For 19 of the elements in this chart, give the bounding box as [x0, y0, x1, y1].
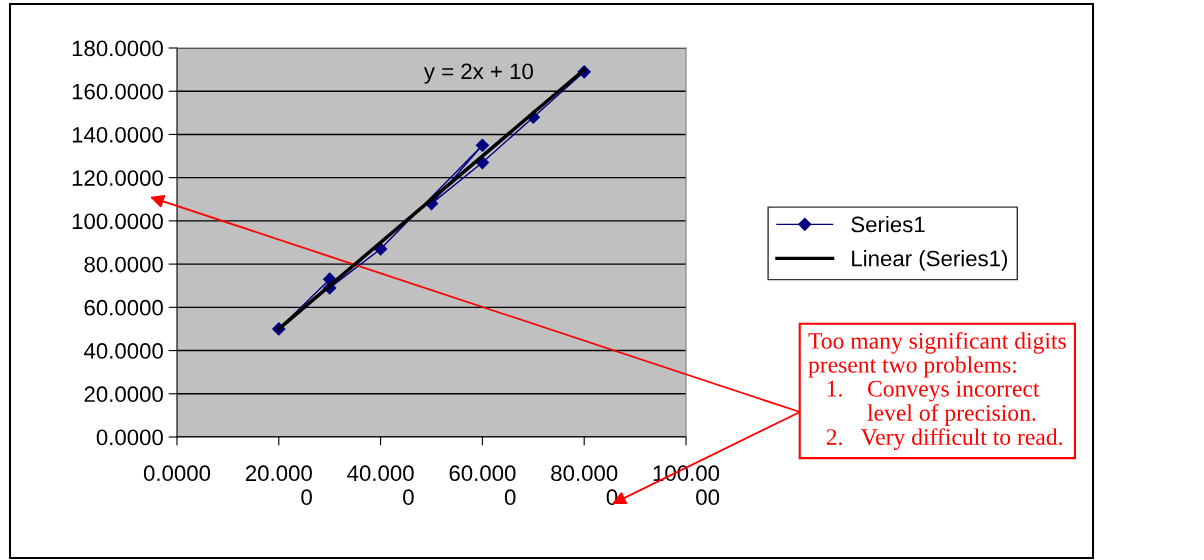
x-tick-label: 20.0000 [245, 465, 312, 506]
y-tick-label: 160.0000 [72, 83, 163, 100]
y-tick-label: 140.0000 [72, 126, 163, 143]
y-tick-label: 0.0000 [96, 429, 163, 446]
legend-label: Linear (Series1) [852, 250, 1008, 271]
y-tick-label: 80.0000 [84, 256, 163, 273]
y-tick-label: 100.0000 [72, 213, 163, 230]
y-tick-label: 120.0000 [72, 170, 163, 186]
text: Too many significant digits present two problems: 1. Conveys incorrect level of precision. 2. Very difficult to read. [808, 332, 1066, 450]
x-tick-label: 40.0000 [347, 465, 414, 506]
y-tick-label: 40.0000 [84, 343, 163, 359]
y-tick-label: 180.0000 [72, 40, 163, 57]
point [475, 138, 489, 152]
y-tick-label: 20.0000 [84, 386, 163, 403]
annotation: y = 2x + 10 [423, 63, 533, 84]
legend-label: Series1 [851, 216, 925, 233]
x-tick-label: 0.0000 [143, 465, 211, 482]
y-tick-label: 60.0000 [84, 299, 163, 316]
x-tick-label: 60.0000 [449, 465, 516, 506]
